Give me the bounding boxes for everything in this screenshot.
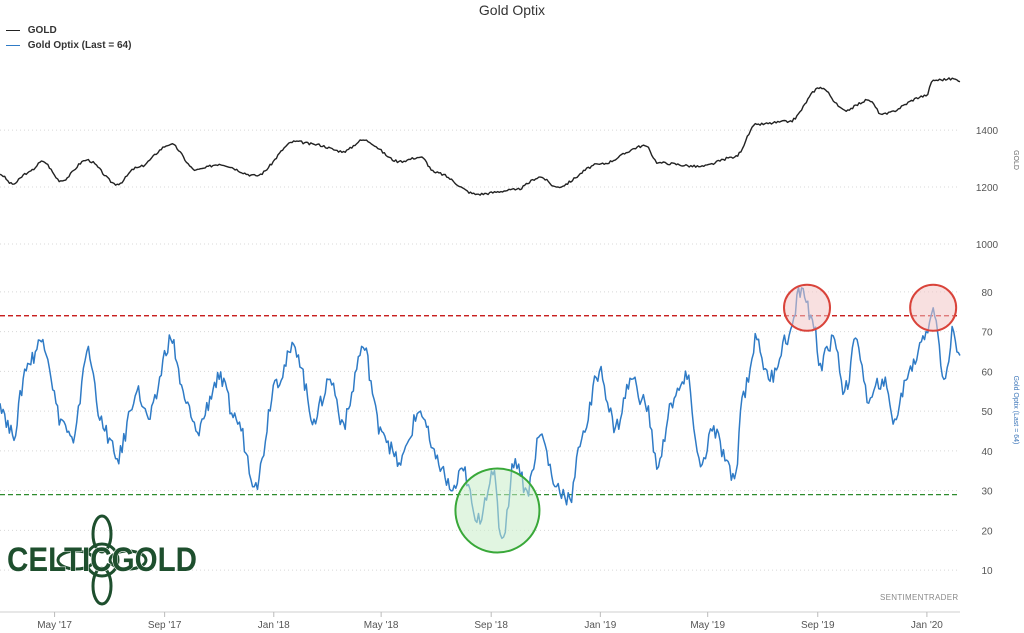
y-tick-label: 10 (981, 566, 993, 577)
overbought-highlight-circle (783, 283, 832, 332)
y-tick-label: 1400 (976, 126, 999, 137)
logo-text: CELTICGOLD (7, 541, 197, 579)
y-tick-label: 1000 (976, 240, 999, 251)
legend-swatch-optix (6, 44, 20, 46)
x-tick-label: May '18 (364, 620, 399, 631)
x-tick-label: Jan '20 (911, 620, 943, 631)
chart-title: Gold Optix (478, 2, 546, 18)
x-tick-label: Sep '17 (148, 620, 182, 631)
highlight-circles (454, 283, 958, 554)
x-tick-label: May '19 (690, 620, 725, 631)
y-tick-label: 40 (981, 447, 993, 458)
legend-item-gold[interactable]: GOLD (6, 25, 57, 36)
y-tick-label: 30 (981, 487, 993, 498)
y-axis-label-gold: GOLD (1012, 150, 1019, 170)
celticgold-logo: CELTICGOLD (6, 514, 198, 606)
y-tick-label: 20 (981, 526, 993, 537)
x-tick-label: Sep '18 (474, 620, 508, 631)
y-axis-ticks: 1000 1200 1400 10 20 30 40 50 60 70 80 (976, 126, 999, 577)
legend-label-gold: GOLD (27, 25, 57, 36)
y-tick-label: 80 (981, 288, 993, 299)
x-tick-label: Jan '18 (258, 620, 290, 631)
celtic-knot-icon (56, 514, 148, 606)
x-tick-label: Sep '19 (801, 620, 835, 631)
oversold-highlight-circle (454, 467, 541, 554)
y-tick-label: 50 (981, 407, 993, 418)
sentimentrader-credit: SENTIMENTRADER (880, 593, 959, 602)
legend-swatch-gold (6, 29, 20, 31)
x-tick-label: Jan '19 (584, 620, 616, 631)
x-axis-ticks: May '17 Sep '17 Jan '18 May '18 Sep '18 Jan '… (0, 611, 960, 631)
y-tick-label: 70 (981, 328, 993, 339)
x-tick-label: May '17 (37, 620, 72, 631)
legend-item-optix[interactable]: Gold Optix (Last = 64) (6, 40, 131, 51)
legend-label-optix: Gold Optix (Last = 64) (27, 40, 132, 51)
y-axis-label-optix: Gold Optix (Last = 64) (1012, 376, 1019, 445)
y-tick-label: 60 (981, 367, 993, 378)
overbought-highlight-circle (909, 283, 958, 332)
gold-price-line (0, 77, 961, 196)
y-tick-label: 1200 (976, 183, 999, 194)
